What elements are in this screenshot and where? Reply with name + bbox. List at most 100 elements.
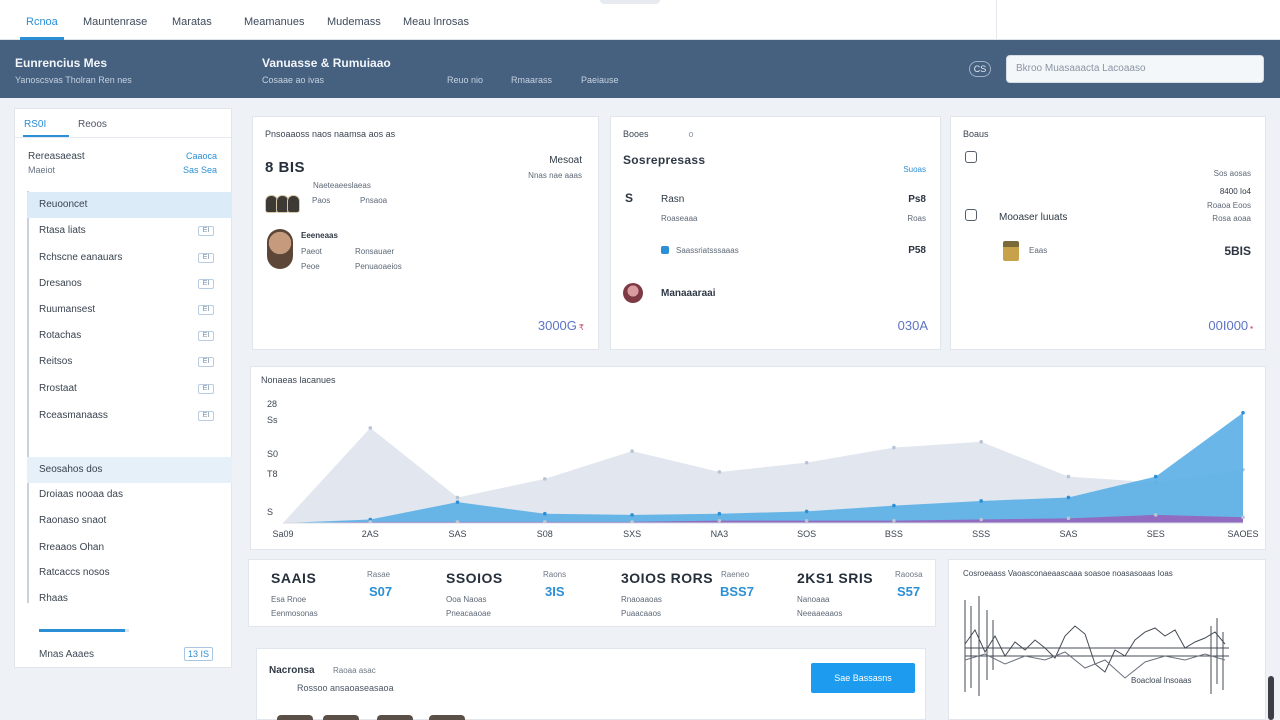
sidebar-item-badge: EI bbox=[198, 357, 214, 367]
sidebar-item-reitsos[interactable]: Reitsos EI bbox=[27, 349, 232, 375]
sidebar-item-label: Rtasa liats bbox=[39, 225, 86, 236]
sidebar-tab-rs0i[interactable]: RS0I bbox=[24, 119, 47, 130]
series-1-point bbox=[892, 445, 896, 450]
sidebar-item-dresanos[interactable]: Dresanos EI bbox=[27, 271, 232, 297]
card-total-value: 3000G bbox=[537, 318, 577, 333]
signal-chart bbox=[964, 596, 1229, 696]
sidebar-item-label: Rotachas bbox=[39, 330, 82, 341]
sidebar-item-rtasa-liats[interactable]: Rtasa liats EI bbox=[27, 218, 232, 244]
stat-2-sub-2: Pneacaaoae bbox=[446, 609, 491, 618]
bottom-panel: Nacronsa Raoaa asac Rossoo ansaoaseasaoa… bbox=[256, 648, 926, 720]
scrollbar-thumb[interactable] bbox=[1268, 676, 1274, 720]
tab-meamanues[interactable]: Meamanues bbox=[244, 16, 305, 28]
row1-sub: Roaseaaa bbox=[661, 214, 698, 223]
series-3-point bbox=[892, 518, 896, 523]
series-3-point bbox=[979, 517, 983, 522]
sidebar-tab-divider bbox=[15, 137, 231, 138]
header-link-2[interactable]: Reuo nio bbox=[447, 75, 484, 85]
row2-value: P58 bbox=[908, 245, 926, 256]
stat-1-value: SAAIS bbox=[271, 570, 317, 586]
sidebar-progress-fill bbox=[39, 629, 125, 632]
series-1-point bbox=[1066, 474, 1071, 479]
avatar bbox=[323, 715, 359, 720]
x-tick-label: SXS bbox=[623, 529, 641, 539]
series-2-point bbox=[543, 511, 547, 516]
sidebar-item-badge: EI bbox=[198, 331, 214, 341]
summary-card-1: Pnsoaaoss naos naamsa aos as 8 BIS Mesoa… bbox=[252, 116, 599, 350]
x-tick-label: 2AS bbox=[362, 529, 379, 539]
sidebar-item-label: Rceasmanaass bbox=[39, 410, 108, 421]
stat-4-tag: Raoosa bbox=[895, 570, 923, 579]
sidebar-item-badge: EI bbox=[198, 226, 214, 236]
stats-strip: SAAIS Rasae S07 Esa Rnoe Eenmosonas SSOI… bbox=[248, 559, 936, 627]
card-big-value: 8 BIS bbox=[265, 159, 306, 176]
stat-2-accent: 3IS bbox=[545, 584, 565, 599]
row1-label: Mooaser luuats bbox=[999, 212, 1068, 223]
stat-1-sub-1: Esa Rnoe bbox=[271, 595, 307, 604]
sidebar-section-title: Rereasaeast bbox=[28, 151, 85, 162]
dollar-icon: S bbox=[625, 191, 634, 205]
row2-label[interactable]: Saassriatsssaaas bbox=[676, 246, 739, 255]
header-link-1[interactable]: Cosaae ao ivas bbox=[262, 75, 325, 85]
header-link-4[interactable]: Paeiause bbox=[581, 75, 619, 85]
tab-meau-lnrosas[interactable]: Meau lnrosas bbox=[403, 16, 470, 28]
sidebar-item-rhaas[interactable]: Rhaas bbox=[27, 586, 232, 612]
row3-label: Manaaaraai bbox=[661, 288, 716, 299]
sidebar-tab-reoos[interactable]: Reoos bbox=[78, 119, 107, 130]
row2-label-c: Peoe bbox=[301, 262, 320, 271]
sidebar-item-reuooncet[interactable]: Reuooncet bbox=[27, 192, 232, 218]
sidebar-item-badge: EI bbox=[198, 384, 214, 394]
card-heading: Sosrepresass bbox=[623, 153, 706, 167]
trophy-icon bbox=[1003, 241, 1019, 261]
series-2-point bbox=[892, 503, 896, 508]
brand-subtitle: Yanoscsvas Tholran Ren nes bbox=[15, 75, 132, 85]
stat-4-sub-1: Nanoaaa bbox=[797, 595, 830, 604]
sidebar-link-1[interactable]: Caaoca bbox=[185, 151, 217, 161]
user-icon[interactable]: CS bbox=[969, 61, 991, 77]
sidebar-footer-value[interactable]: 13 IS bbox=[183, 647, 213, 661]
row2-label-d: Penuaoaeios bbox=[355, 262, 402, 271]
trend-chart: Nonaeas lacanues 28 Ss S0 T8 S Sa09 2AS SAS S08 SX… bbox=[261, 375, 1259, 539]
x-tick-label: SAS bbox=[1059, 529, 1077, 539]
stat-1-tag: Rasae bbox=[367, 570, 391, 579]
sidebar-item-rotachas[interactable]: Rotachas EI bbox=[27, 323, 232, 349]
card-title-label: Booes bbox=[623, 129, 649, 139]
sidebar-item-ratcaccs[interactable]: Ratcaccs nosos bbox=[27, 560, 232, 586]
stat-4-accent: S57 bbox=[897, 584, 921, 599]
tab-maratas[interactable]: Maratas bbox=[172, 16, 212, 28]
tab-mauntenrase[interactable]: Mauntenrase bbox=[83, 16, 148, 28]
sidebar-item-rchscne[interactable]: Rchscne eanauars EI bbox=[27, 245, 232, 271]
tab-mudemass[interactable]: Mudemass bbox=[327, 16, 381, 28]
search-input[interactable]: Bkroo Muasaaacta Lacoaaso bbox=[1006, 55, 1264, 83]
sidebar-link-2[interactable]: Sas Sea bbox=[182, 165, 217, 175]
series-1-point bbox=[979, 440, 983, 444]
avatar bbox=[429, 715, 465, 720]
sidebar-item-droiaas[interactable]: Droiaas nooaa das bbox=[27, 482, 232, 508]
row2-heading: Eeeneaas bbox=[301, 231, 338, 240]
stat-1-sub-2: Eenmosonas bbox=[271, 609, 318, 618]
card-right-link[interactable]: Suoas bbox=[903, 165, 926, 174]
sidebar-progress-bar bbox=[39, 629, 129, 632]
sidebar-item-seosahos[interactable]: Seosahos dos bbox=[27, 457, 232, 483]
sidebar-item-ruumansest[interactable]: Ruumansest EI bbox=[27, 297, 232, 323]
top-input-stub[interactable] bbox=[600, 0, 660, 4]
avatar bbox=[277, 715, 313, 720]
card-total-value: 030A bbox=[897, 318, 928, 333]
summary-card-2: Booes o Sosrepresass Suoas S Rasn Ps8 Roa… bbox=[610, 116, 941, 350]
sidebar-item-rceasmanaass[interactable]: Rceasmanaass EI bbox=[27, 403, 232, 429]
sidebar-item-rrostaat[interactable]: Rrostaat EI bbox=[27, 376, 232, 402]
card-total: 00I000 ▪ bbox=[1208, 318, 1253, 333]
sidebar-item-rreaaos[interactable]: Rreaaos Ohan bbox=[27, 535, 232, 561]
sidebar-item-label: Raonaso snaot bbox=[39, 515, 107, 526]
y-tick-label: T8 bbox=[267, 469, 278, 479]
card-total: 3000G ₹ bbox=[538, 318, 584, 333]
sidebar-item-label: Rrostaat bbox=[39, 383, 77, 394]
primary-action-button[interactable]: Sae Bassasns bbox=[811, 663, 915, 693]
stat-2-value: SSOIOS bbox=[446, 570, 503, 586]
series-3-point bbox=[1066, 516, 1071, 521]
header-link-3[interactable]: Rmaarass bbox=[511, 75, 553, 85]
sidebar-tab-indicator bbox=[23, 135, 69, 137]
tab-rcnoa[interactable]: Rcnoa bbox=[20, 0, 64, 40]
sidebar-item-raonaso[interactable]: Raonaso snaot bbox=[27, 508, 232, 534]
summary-card-3: Boaus Sos aosas 8400 Io4 Roaoa Eoos Mooa… bbox=[950, 116, 1266, 350]
